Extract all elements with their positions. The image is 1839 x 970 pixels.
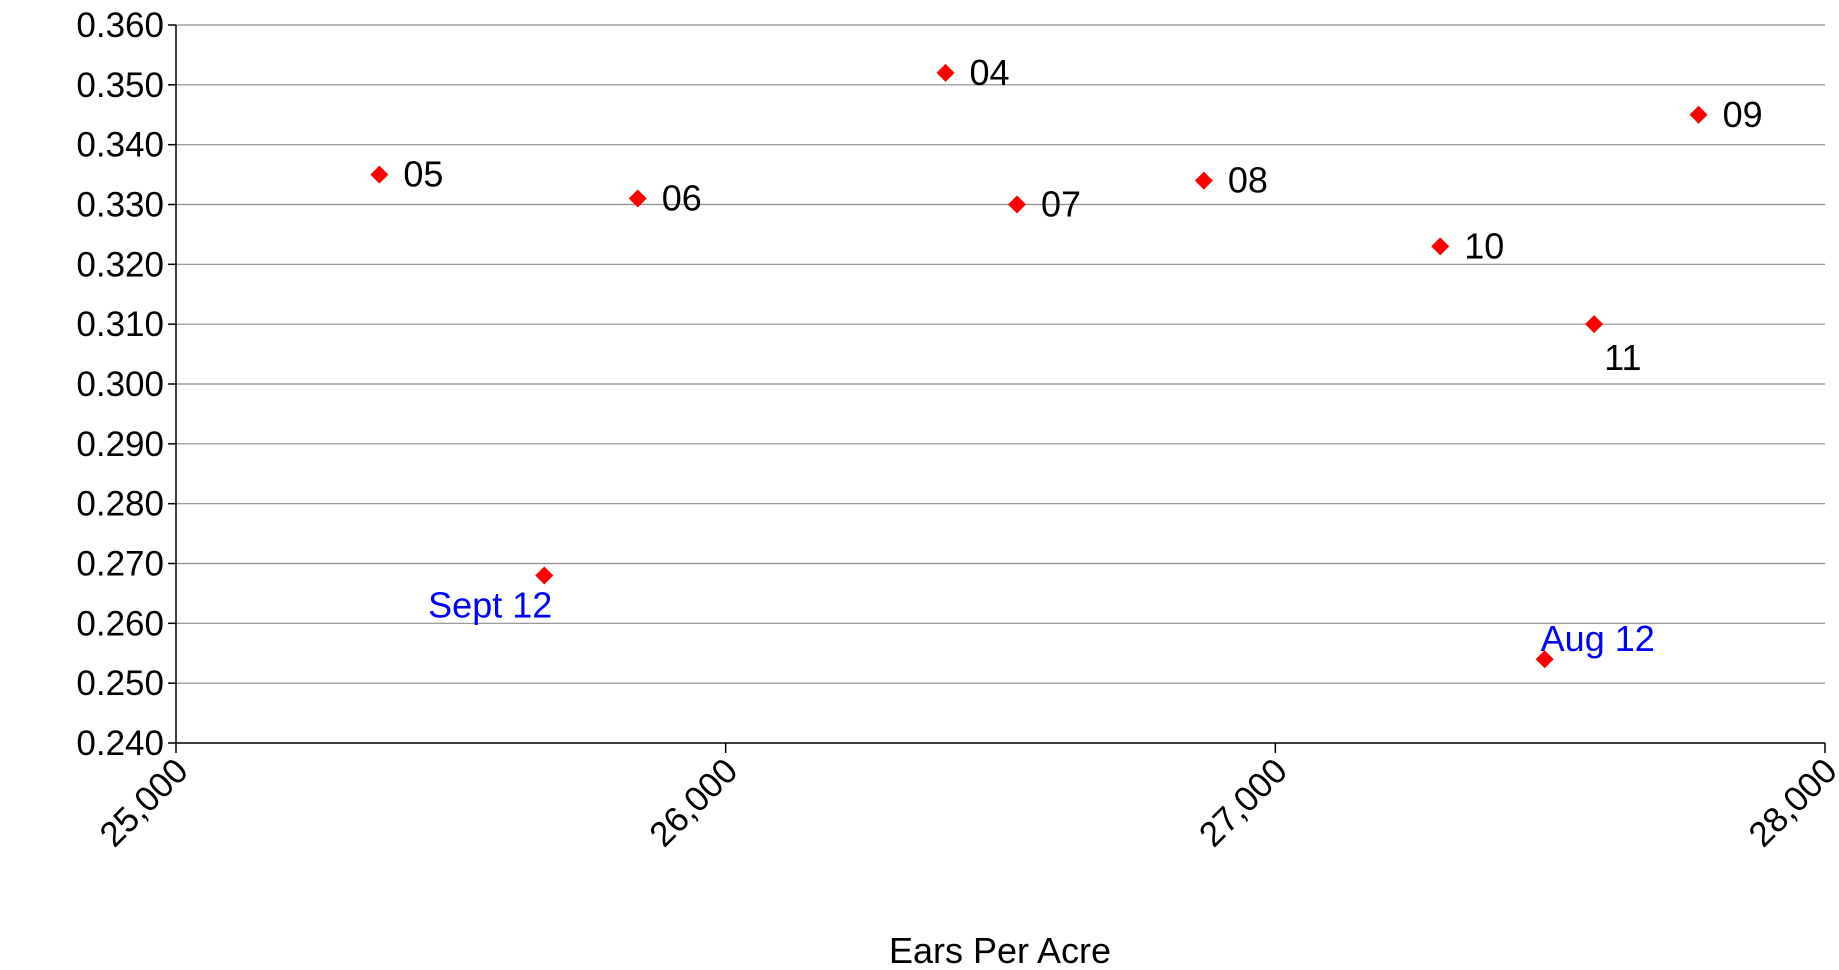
y-tick-label: 0.300 bbox=[76, 365, 164, 404]
axes bbox=[168, 24, 1826, 753]
data-point-label: 07 bbox=[1041, 184, 1081, 225]
data-point-marker bbox=[535, 566, 554, 585]
x-axis-tick-labels: 25,000 26,000 27,000 28,000 bbox=[92, 751, 1839, 854]
y-tick-label: 0.250 bbox=[76, 664, 164, 703]
y-tick-label: 0.260 bbox=[76, 604, 164, 643]
y-tick-label: 0.360 bbox=[76, 6, 164, 45]
data-point-marker bbox=[370, 165, 389, 184]
y-tick-label: 0.350 bbox=[76, 66, 164, 105]
data-point-marker bbox=[1007, 195, 1026, 214]
x-tick-label: 28,000 bbox=[1741, 751, 1839, 854]
data-point-marker bbox=[1431, 237, 1450, 256]
y-tick-label: 0.290 bbox=[76, 425, 164, 464]
y-tick-label: 0.320 bbox=[76, 245, 164, 284]
grid-lines bbox=[176, 24, 1825, 684]
y-tick-label: 0.280 bbox=[76, 485, 164, 524]
data-point-marker bbox=[1535, 650, 1554, 669]
y-axis-tick-labels: 0.360 0.350 0.340 0.330 0.320 0.310 0.300 0.290… bbox=[76, 6, 164, 763]
data-point-label: 05 bbox=[403, 154, 443, 195]
data-point-label: 10 bbox=[1464, 225, 1504, 266]
data-points bbox=[370, 63, 1708, 669]
y-tick-label: 0.340 bbox=[76, 126, 164, 165]
y-tick-label: 0.240 bbox=[76, 724, 164, 763]
data-point-labels: 05 06 04 07 08 10 11 09 Sept 12 Aug 12 bbox=[403, 52, 1762, 659]
data-point-label: 08 bbox=[1228, 160, 1268, 201]
x-tick-label: 25,000 bbox=[92, 751, 195, 854]
x-axis-label: Ears Per Acre bbox=[889, 930, 1111, 970]
data-point-marker bbox=[628, 189, 647, 208]
data-point-marker bbox=[936, 63, 955, 82]
data-point-marker bbox=[1194, 171, 1213, 190]
data-point-marker bbox=[1689, 105, 1708, 124]
x-tick-label: 26,000 bbox=[642, 751, 745, 854]
data-point-label: 06 bbox=[662, 178, 702, 219]
data-point-label: Sept 12 bbox=[428, 584, 552, 625]
data-point-label: 11 bbox=[1604, 337, 1641, 378]
data-point-label: 04 bbox=[970, 52, 1010, 93]
data-point-label: 09 bbox=[1723, 94, 1763, 135]
y-tick-label: 0.270 bbox=[76, 545, 164, 584]
y-tick-label: 0.310 bbox=[76, 305, 164, 344]
data-point-marker bbox=[1585, 315, 1604, 334]
x-tick-label: 27,000 bbox=[1192, 751, 1295, 854]
data-point-label: Aug 12 bbox=[1541, 618, 1655, 659]
y-tick-label: 0.330 bbox=[76, 186, 164, 225]
